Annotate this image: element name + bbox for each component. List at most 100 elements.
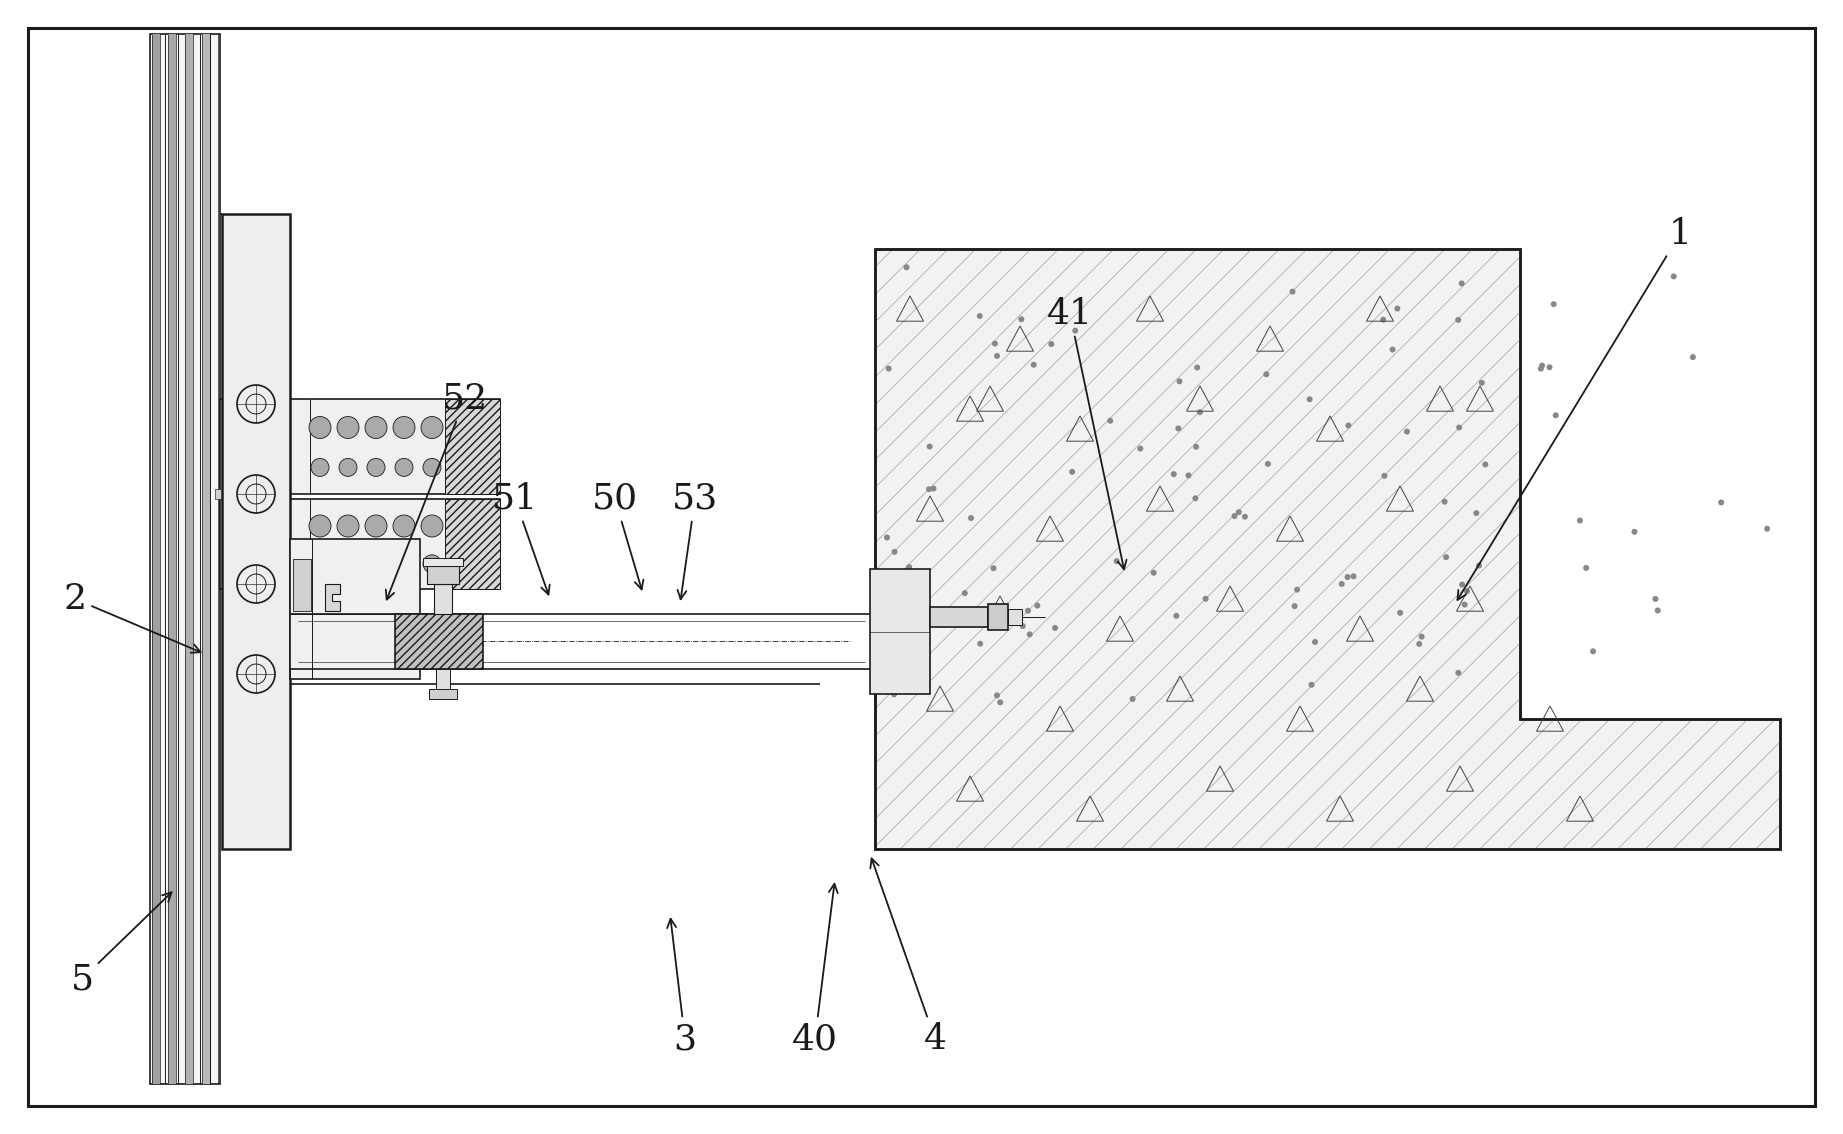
Circle shape [420, 515, 442, 538]
Circle shape [1458, 280, 1465, 287]
Circle shape [1231, 513, 1237, 519]
Circle shape [1476, 562, 1482, 568]
Circle shape [997, 700, 1003, 705]
Circle shape [1150, 569, 1157, 576]
Circle shape [990, 565, 997, 572]
Circle shape [337, 416, 359, 439]
Bar [221, 214, 289, 849]
Circle shape [1196, 409, 1203, 415]
Circle shape [367, 555, 385, 573]
Circle shape [1170, 471, 1178, 477]
Circle shape [1185, 473, 1192, 479]
Circle shape [907, 564, 912, 570]
Circle shape [1192, 443, 1200, 450]
Circle shape [393, 416, 415, 439]
Bar [394, 613, 483, 669]
Circle shape [1537, 365, 1544, 372]
Circle shape [977, 641, 982, 646]
Circle shape [885, 534, 890, 541]
Text: 4: 4 [870, 858, 947, 1056]
Polygon shape [875, 249, 1780, 849]
Circle shape [1397, 610, 1403, 616]
Circle shape [1137, 446, 1143, 451]
Circle shape [886, 365, 892, 372]
Circle shape [1073, 328, 1078, 333]
Bar [870, 569, 931, 694]
Circle shape [1382, 473, 1388, 479]
Circle shape [1019, 316, 1025, 322]
Bar [151, 34, 160, 1084]
Text: 5: 5 [70, 892, 171, 996]
Text: 3: 3 [667, 919, 697, 1056]
Circle shape [1294, 586, 1299, 593]
Circle shape [1478, 380, 1485, 386]
Circle shape [1718, 499, 1725, 506]
Bar [444, 399, 499, 494]
Bar [429, 689, 457, 699]
Circle shape [968, 515, 975, 521]
Text: 53: 53 [673, 482, 719, 599]
Circle shape [1419, 634, 1425, 640]
Circle shape [1690, 354, 1696, 361]
Circle shape [1473, 510, 1480, 516]
Bar [219, 399, 499, 494]
Bar [424, 558, 463, 566]
Circle shape [1591, 649, 1596, 654]
Circle shape [1237, 509, 1242, 515]
Circle shape [890, 692, 898, 697]
Bar [289, 539, 420, 679]
Circle shape [1554, 413, 1559, 418]
Circle shape [1264, 460, 1272, 467]
Circle shape [1192, 496, 1198, 501]
Circle shape [1461, 602, 1467, 608]
Bar [168, 34, 175, 1084]
Circle shape [1443, 555, 1449, 560]
Circle shape [886, 586, 894, 593]
Circle shape [1034, 602, 1039, 609]
Bar [219, 499, 499, 589]
Circle shape [1176, 425, 1181, 431]
Circle shape [367, 458, 385, 476]
Circle shape [1203, 595, 1209, 602]
Polygon shape [324, 584, 339, 611]
Bar [293, 559, 311, 611]
Circle shape [393, 515, 415, 538]
Circle shape [339, 458, 358, 476]
Circle shape [1631, 528, 1637, 535]
Circle shape [1194, 364, 1200, 371]
Circle shape [892, 549, 898, 555]
Circle shape [1460, 582, 1465, 587]
Text: 1: 1 [1458, 217, 1692, 600]
Circle shape [1174, 612, 1180, 619]
Circle shape [310, 416, 332, 439]
Circle shape [424, 458, 440, 476]
Circle shape [993, 693, 1001, 699]
Circle shape [1395, 305, 1401, 312]
Circle shape [1307, 396, 1312, 403]
Circle shape [1463, 589, 1471, 594]
Circle shape [1338, 581, 1345, 587]
Circle shape [1309, 682, 1314, 688]
Circle shape [1030, 362, 1038, 367]
Bar [437, 669, 450, 691]
Circle shape [337, 515, 359, 538]
Circle shape [1052, 625, 1058, 631]
Circle shape [365, 515, 387, 538]
Text: 50: 50 [592, 482, 643, 590]
Circle shape [1764, 526, 1769, 532]
Circle shape [1456, 316, 1461, 323]
Circle shape [992, 340, 997, 347]
Circle shape [925, 486, 933, 492]
Circle shape [394, 458, 413, 476]
Circle shape [927, 443, 933, 449]
Circle shape [1027, 632, 1032, 637]
Bar [149, 34, 219, 1084]
Circle shape [1262, 371, 1270, 378]
Circle shape [1345, 423, 1351, 429]
Bar [444, 499, 499, 589]
Circle shape [1108, 417, 1113, 424]
Circle shape [1049, 341, 1054, 347]
Circle shape [1456, 670, 1461, 676]
Circle shape [1672, 273, 1677, 279]
Circle shape [365, 416, 387, 439]
